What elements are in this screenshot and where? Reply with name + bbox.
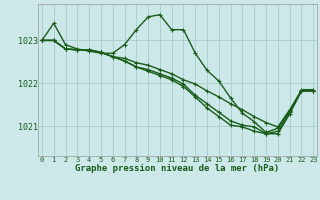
X-axis label: Graphe pression niveau de la mer (hPa): Graphe pression niveau de la mer (hPa) [76, 164, 280, 173]
